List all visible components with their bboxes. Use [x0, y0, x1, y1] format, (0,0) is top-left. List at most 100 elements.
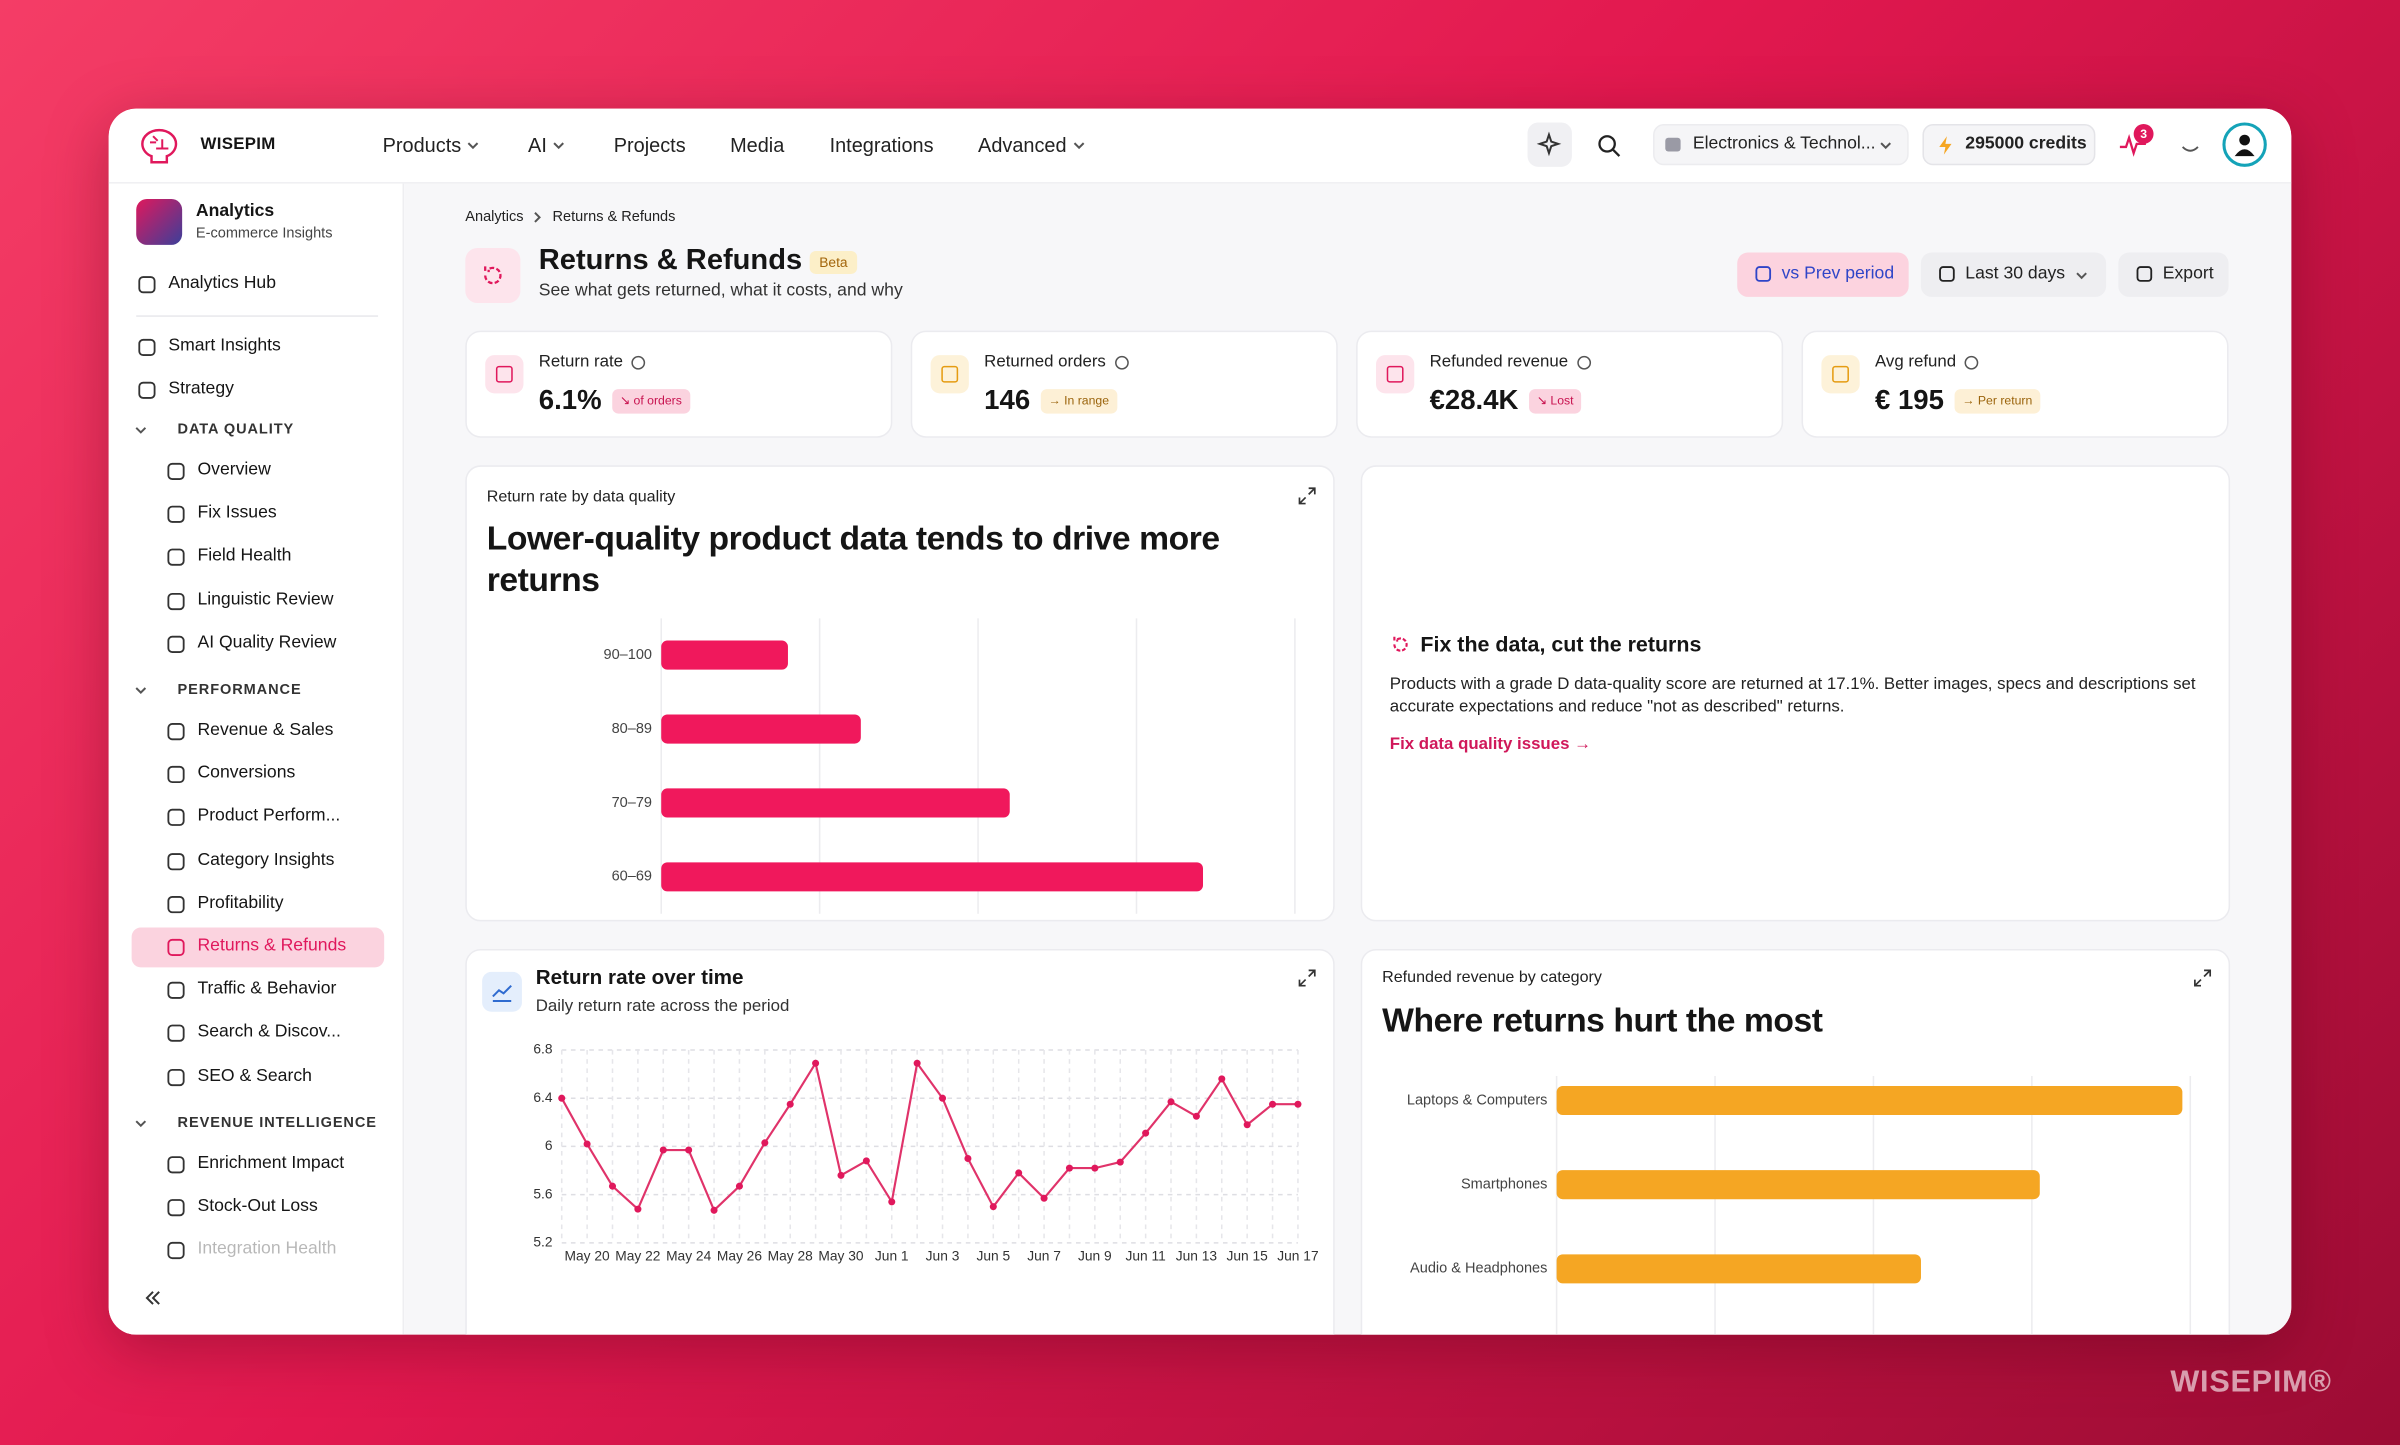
sidebar-item[interactable]: Analytics Hub — [168, 274, 276, 293]
category-label: 90–100 — [604, 647, 653, 663]
nav-item[interactable]: Products — [382, 133, 462, 157]
sidebar-item[interactable]: Profitability — [197, 893, 284, 913]
menu-icon — [167, 723, 185, 741]
sidebar-item[interactable]: AI Quality Review — [197, 633, 337, 652]
kpi-value: 146 — [984, 384, 1031, 416]
shoulders — [2234, 149, 2255, 157]
sidebar-item[interactable]: Returns & Refunds — [197, 936, 347, 956]
category-label: 80–89 — [612, 721, 652, 737]
icon-shape — [167, 635, 185, 653]
notification-badge — [2133, 123, 2154, 144]
info-icon — [631, 355, 646, 370]
icon-shape — [167, 723, 185, 741]
kpi-icon-glyph — [495, 365, 513, 383]
nav-item[interactable]: Advanced — [978, 133, 1067, 157]
sidebar-item[interactable]: Integration Health — [197, 1240, 337, 1259]
button-label[interactable]: vs Prev period — [1781, 264, 1895, 283]
sparkle — [1536, 131, 1562, 157]
search-icon — [1598, 135, 1621, 157]
menu-icon — [167, 852, 185, 870]
handle — [1612, 149, 1621, 157]
chart-card: Laptops & Computers Smartphones Audio & He… — [1360, 948, 2231, 1335]
info — [631, 355, 646, 370]
chevron-icon — [534, 212, 541, 223]
chevron-icon — [553, 142, 564, 150]
icon-shape — [138, 338, 156, 357]
chevron-icon — [1073, 142, 1085, 150]
point — [1269, 1100, 1277, 1108]
nav-item[interactable]: Media — [730, 133, 785, 157]
chevron — [135, 687, 147, 695]
sidebar-item[interactable]: Overview — [197, 460, 271, 480]
expand-icon[interactable] — [1298, 969, 1316, 987]
nav-item[interactable]: Integrations — [829, 133, 934, 157]
divider — [136, 315, 379, 317]
point — [735, 1182, 743, 1190]
menu-icon — [167, 1199, 185, 1217]
kpi-label: Refunded revenue — [1429, 352, 1569, 372]
breadcrumb[interactable]: Analytics — [465, 208, 524, 226]
icon-shape — [167, 1242, 185, 1260]
sidebar-item[interactable]: Fix Issues — [197, 504, 277, 523]
sidebar-item[interactable]: Category Insights — [197, 850, 335, 869]
sidebar-item[interactable]: Field Health — [197, 547, 292, 566]
button-label[interactable]: Last 30 days — [1965, 264, 2066, 283]
icon-shape — [167, 1199, 185, 1217]
sidebar-item[interactable]: Linguistic Review — [197, 590, 334, 609]
icon-shape — [167, 592, 185, 610]
x-tick-label: Jun 15 — [1227, 1248, 1269, 1263]
insight-link[interactable]: Fix data quality issues → — [1389, 735, 1591, 754]
sidebar-item[interactable]: Enrichment Impact — [197, 1154, 345, 1173]
nav-item[interactable]: AI — [528, 133, 547, 157]
icon-shape — [167, 852, 185, 870]
x-tick-label: Jun 11 — [1125, 1248, 1165, 1263]
chart: 90–100 80–89 70–79 60–69 — [604, 618, 1296, 914]
line — [560, 1062, 1298, 1212]
menu-icon — [167, 462, 185, 480]
menu-icon — [167, 982, 185, 1000]
button-label[interactable]: Export — [2162, 264, 2214, 283]
sidebar-item[interactable]: Search & Discov... — [197, 1023, 341, 1042]
glyph — [492, 985, 512, 1003]
kpi-icon — [1376, 355, 1415, 394]
expand-icon[interactable] — [1298, 487, 1316, 505]
point — [685, 1146, 693, 1154]
kpi-label: Return rate — [538, 352, 624, 372]
icon-shape — [167, 1068, 185, 1086]
sidebar-item[interactable]: Smart Insights — [168, 336, 281, 356]
chevron — [534, 212, 541, 223]
y-tick-label: 6 — [545, 1138, 553, 1153]
menu-icon — [167, 895, 185, 913]
page-icon — [465, 247, 521, 304]
info — [1115, 355, 1129, 370]
expand-icon[interactable] — [2193, 969, 2212, 987]
bar — [661, 640, 788, 670]
icon-shape — [167, 1025, 185, 1043]
nav-item[interactable]: Projects — [613, 133, 686, 157]
sidebar-item[interactable]: Traffic & Behavior — [197, 980, 337, 999]
info-icon — [1964, 355, 1979, 370]
x-tick-label: Jun 1 — [875, 1248, 909, 1263]
chevron — [1073, 142, 1085, 150]
menu-icon — [167, 635, 185, 653]
app-title: Analytics — [195, 202, 275, 221]
y-tick-label: 5.6 — [533, 1186, 552, 1201]
kpi-tag: ↘ Lost — [1529, 389, 1582, 413]
sidebar-item[interactable]: Product Perform... — [197, 807, 341, 826]
header-button[interactable] — [1737, 252, 1909, 297]
sidebar-item[interactable]: Stock-Out Loss — [197, 1197, 318, 1216]
menu-icon — [167, 1068, 185, 1086]
head — [2239, 134, 2250, 146]
sidebar-item[interactable]: SEO & Search — [197, 1066, 312, 1085]
point — [1192, 1112, 1200, 1120]
sidebar-item[interactable]: Strategy — [168, 379, 234, 399]
icon-shape — [1755, 266, 1772, 282]
x-tick-label: May 30 — [818, 1248, 863, 1263]
sidebar-item[interactable]: Revenue & Sales — [197, 721, 334, 740]
chevron — [135, 1120, 147, 1128]
button-icon — [1939, 266, 1955, 282]
sidebar-item[interactable]: Conversions — [197, 764, 296, 783]
kpi-tag: → Per return — [1954, 389, 2040, 413]
header-button[interactable] — [1920, 252, 2107, 297]
